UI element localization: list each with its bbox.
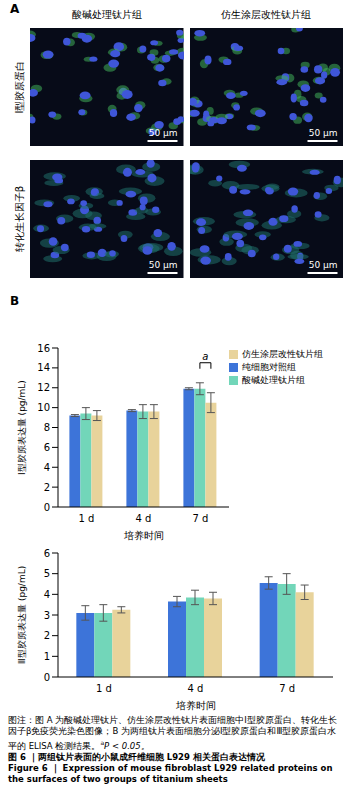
- svg-text:50 μm: 50 μm: [308, 260, 337, 270]
- html-text:酸碱处理钛片组: 酸碱处理钛片组: [71, 9, 142, 20]
- svg-text:8: 8: [44, 422, 50, 433]
- html-text:仿生涂层改性钛片组: 仿生涂层改性钛片组: [242, 349, 323, 359]
- svg-text:4: 4: [44, 462, 50, 473]
- svg-text:2: 2: [44, 482, 50, 493]
- svg-text:16: 16: [37, 343, 50, 354]
- svg-text:50 μm: 50 μm: [308, 128, 337, 138]
- svg-text:6: 6: [44, 442, 50, 453]
- svg-text:1: 1: [44, 651, 50, 662]
- svg-text:1 d: 1 d: [96, 683, 112, 694]
- svg-text:2: 2: [44, 630, 50, 641]
- svg-text:4: 4: [44, 589, 50, 600]
- svg-text:1 d: 1 d: [79, 513, 95, 524]
- html-text:图注：图 A 为酸碱处理钛片、仿生涂层改性钛片表面细胞中Ⅰ型: 图注：图 A 为酸碱处理钛片、仿生涂层改性钛片表面细胞中Ⅰ型胶原蛋白、转化生长因…: [8, 715, 337, 751]
- svg-text:14: 14: [37, 362, 50, 373]
- svg-text:50 μm: 50 μm: [149, 128, 178, 138]
- html-text:纯细胞对照组: 纯细胞对照组: [242, 362, 296, 372]
- svg-text:0: 0: [44, 672, 50, 683]
- svg-text:培养时间: 培养时间: [123, 530, 164, 541]
- html-text:B: B: [10, 294, 20, 308]
- svg-text:7 d: 7 d: [193, 513, 209, 524]
- svg-text:5: 5: [44, 568, 50, 579]
- html-text:仿生涂层改性钛片组: 仿生涂层改性钛片组: [221, 9, 312, 20]
- svg-text:4 d: 4 d: [188, 683, 204, 694]
- svg-text:a: a: [202, 351, 208, 362]
- svg-text:培养时间: 培养时间: [175, 700, 216, 711]
- svg-text:6: 6: [44, 548, 50, 559]
- svg-text:3: 3: [44, 610, 50, 621]
- svg-text:Ⅲ型胶原表达量 (pg/mL): Ⅲ型胶原表达量 (pg/mL): [17, 566, 27, 664]
- html-text:Figure 6 ｜ Expression of mouse: Figure 6 ｜ Expression of mouse fibroblas…: [8, 762, 333, 784]
- svg-text:0: 0: [44, 502, 50, 513]
- svg-text:Ⅰ型胶原蛋白: Ⅰ型胶原蛋白: [14, 61, 25, 114]
- html-text:A: A: [10, 2, 20, 16]
- svg-text:4 d: 4 d: [136, 513, 152, 524]
- svg-text:转化生长因子β: 转化生长因子β: [14, 186, 25, 252]
- svg-text:10: 10: [37, 402, 50, 413]
- svg-text:50 μm: 50 μm: [149, 260, 178, 270]
- html-text:图 6 ｜两组钛片表面的小鼠成纤维细胞 L929 相关蛋白表: 图 6 ｜两组钛片表面的小鼠成纤维细胞 L929 相关蛋白表达情况: [8, 751, 265, 762]
- svg-text:7 d: 7 d: [279, 683, 295, 694]
- html-text:酸碱处理钛片组: 酸碱处理钛片组: [242, 375, 305, 385]
- svg-text:12: 12: [37, 382, 50, 393]
- svg-text:Ⅰ型胶原表达量 (pg/mL): Ⅰ型胶原表达量 (pg/mL): [17, 380, 27, 475]
